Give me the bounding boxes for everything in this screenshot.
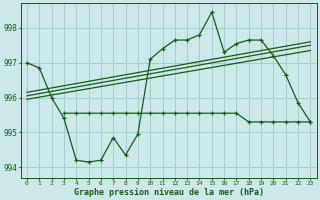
X-axis label: Graphe pression niveau de la mer (hPa): Graphe pression niveau de la mer (hPa) [74, 188, 264, 197]
